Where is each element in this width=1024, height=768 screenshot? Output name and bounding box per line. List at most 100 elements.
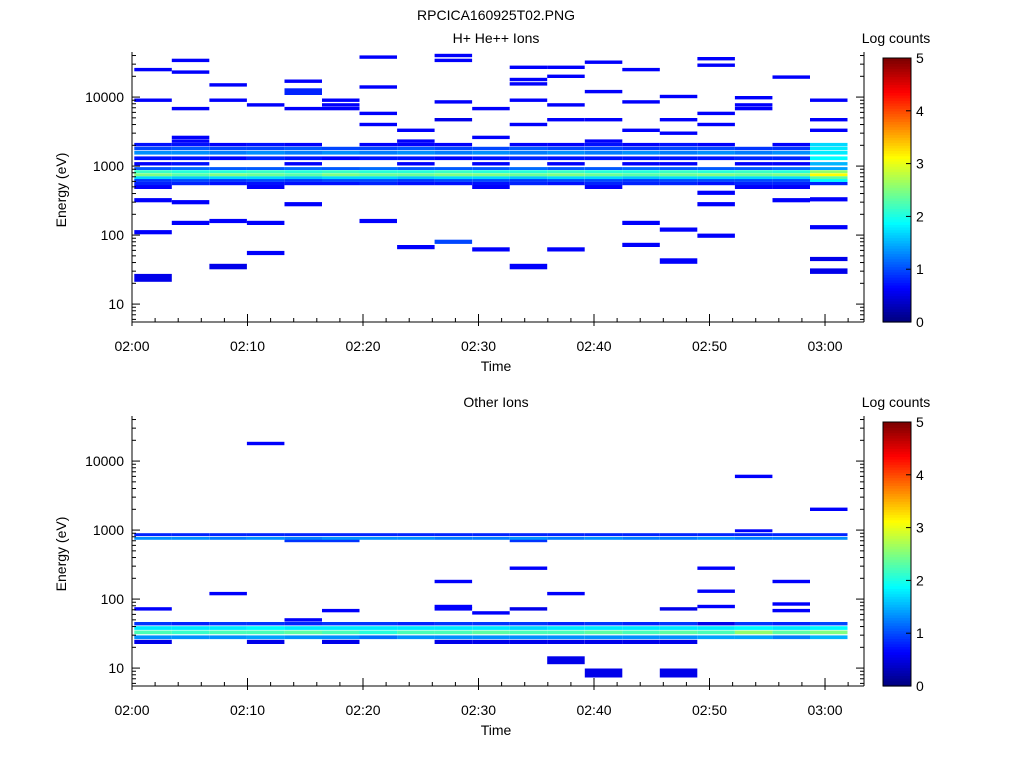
heatmap-cell: [659, 162, 698, 166]
heatmap-cell: [246, 639, 285, 644]
panel-other-ions: Other Ions Log counts 1010010001000002:0…: [53, 394, 930, 738]
heatmap-cell: [359, 150, 397, 155]
heatmap-cell: [397, 128, 435, 132]
colorbar-segment: [883, 606, 911, 611]
heatmap-cell: [547, 247, 585, 252]
heatmap-cell: [209, 98, 247, 102]
heatmap-cell: [584, 179, 623, 182]
heatmap-cell: [284, 176, 322, 180]
heatmap-cell: [284, 150, 322, 155]
heatmap-cell: [322, 173, 360, 177]
heatmap-cell: [359, 630, 397, 635]
colorbar-segment: [883, 300, 911, 305]
heatmap-cell: [434, 170, 473, 174]
panel-1-axes: 10 100 1000 10000 02:00 02:10 02:20 02:30 02:40 0…: [85, 52, 865, 354]
heatmap-cell: [622, 622, 660, 626]
heatmap-cell: [246, 635, 285, 640]
heatmap-cell: [734, 167, 773, 170]
colorbar-segment: [883, 540, 911, 545]
colorbar-segment: [883, 633, 911, 637]
heatmap-cell: [209, 146, 247, 151]
heatmap-cell: [397, 162, 435, 166]
heatmap-cell: [810, 118, 848, 122]
x-tick-label: 02:20: [345, 702, 380, 718]
heatmap-cell: [584, 167, 623, 170]
heatmap-cell: [584, 536, 623, 540]
heatmap-cell: [359, 142, 397, 147]
colorbar-segment: [883, 100, 911, 104]
colorbar-segment: [883, 213, 911, 217]
heatmap-cell: [134, 156, 172, 161]
heatmap-cell: [509, 536, 548, 540]
heatmap-cell: [246, 536, 285, 540]
heatmap-cell: [171, 626, 210, 630]
colorbar-segment: [883, 234, 911, 239]
colorbar-segment: [883, 171, 911, 175]
colorbar-segment: [883, 498, 911, 502]
colorbar-segment: [883, 63, 911, 67]
heatmap-cell: [547, 181, 585, 186]
colorbar-segment: [883, 256, 911, 260]
colorbar-segment: [883, 158, 911, 162]
heatmap-cell: [322, 167, 360, 170]
colorbar-segment: [883, 435, 911, 439]
heatmap-cell: [134, 630, 172, 635]
heatmap-cell: [622, 176, 660, 180]
heatmap-cell: [472, 533, 510, 537]
colorbar-segment: [883, 187, 911, 191]
heatmap-cell: [472, 181, 510, 186]
heatmap-cell: [284, 156, 322, 161]
heatmap-cell: [509, 176, 548, 180]
heatmap-cell: [134, 146, 172, 151]
heatmap-cell: [810, 197, 848, 202]
colorbar-segment: [883, 155, 911, 159]
colorbar-segment: [883, 129, 911, 133]
heatmap-cell: [622, 142, 660, 147]
heatmap-cell: [697, 173, 735, 177]
heatmap-cell: [359, 218, 397, 224]
heatmap-cell: [810, 150, 848, 155]
x-tick-label: 03:00: [807, 338, 842, 354]
panel-2-colorbar-label: Log counts: [862, 394, 931, 410]
heatmap-cell: [772, 142, 810, 147]
colorbar-segment: [883, 190, 911, 194]
colorbar-segment: [883, 480, 911, 484]
heatmap-cell: [697, 202, 735, 207]
heatmap-cell: [359, 170, 397, 174]
heatmap-cell: [134, 626, 172, 630]
colorbar-segment: [883, 630, 911, 634]
heatmap-cell: [209, 150, 247, 155]
colorbar-segment: [883, 469, 911, 473]
colorbar-segment: [883, 530, 911, 534]
heatmap-cell: [584, 639, 623, 644]
heatmap-cell: [772, 198, 810, 203]
heatmap-cell: [134, 170, 172, 174]
heatmap-cell: [434, 142, 473, 147]
colorbar-segment: [883, 482, 911, 486]
colorbar-segment: [883, 319, 911, 323]
colorbar-segment: [883, 287, 911, 291]
heatmap-cell: [246, 630, 285, 635]
x-tick-label: 02:50: [692, 338, 727, 354]
colorbar-segment: [883, 68, 911, 72]
heatmap-cell: [171, 200, 210, 205]
colorbar-segment: [883, 678, 911, 682]
heatmap-cell: [734, 170, 773, 174]
heatmap-cell: [434, 639, 473, 644]
heatmap-cell: [547, 173, 585, 177]
heatmap-cell: [397, 181, 435, 186]
heatmap-cell: [209, 630, 247, 635]
heatmap-cell: [359, 156, 397, 161]
heatmap-cell: [284, 167, 322, 170]
heatmap-cell: [697, 181, 735, 186]
heatmap-cell: [734, 179, 773, 182]
colorbar-tick-label: 2: [916, 572, 924, 588]
colorbar-segment: [883, 683, 911, 687]
colorbar-segment: [883, 303, 911, 307]
heatmap-cell: [547, 150, 585, 155]
colorbar-segment: [883, 253, 911, 257]
colorbar-segment: [883, 250, 911, 254]
colorbar-segment: [883, 224, 911, 228]
heatmap-cell: [584, 156, 623, 161]
panel-1-colorbar: 0 1 2 3 4 5: [882, 50, 924, 330]
